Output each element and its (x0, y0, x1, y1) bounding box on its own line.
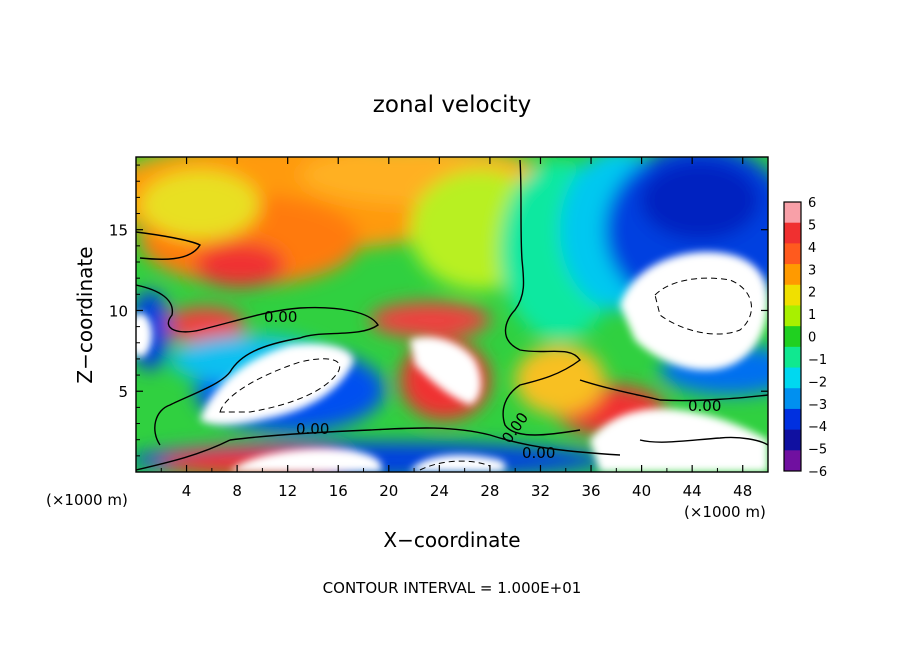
x-tick-label: 20 (379, 482, 398, 500)
x-tick-label: 12 (278, 482, 297, 500)
x-axis-units: (×1000 m) (684, 503, 766, 521)
colorbar-swatch (784, 243, 801, 265)
y-tick-label: 5 (118, 383, 128, 401)
contour-label: 0.00 (264, 308, 297, 326)
x-tick-label: 32 (531, 482, 550, 500)
x-axis: 4 8 12 16 20 24 28 32 36 40 44 48 (160, 157, 752, 500)
colorbar-label: 6 (808, 196, 816, 211)
colorbar-swatch (784, 367, 801, 389)
colorbar-label: −3 (808, 398, 827, 413)
colorbar-swatch (784, 305, 801, 327)
colorbar-label: −5 (808, 443, 827, 458)
colorbar-label: 4 (808, 241, 816, 256)
x-tick-label: 48 (733, 482, 752, 500)
x-tick-label: 8 (232, 482, 242, 500)
colorbar-swatch (784, 450, 801, 472)
colorbar-swatch (784, 346, 801, 369)
x-axis-label: X−coordinate (383, 528, 520, 552)
colorbar-label: −6 (808, 465, 827, 480)
colorbar-label: −4 (808, 420, 827, 435)
heatmap-field (136, 157, 768, 472)
y-axis: 5 10 15 (109, 164, 768, 457)
y-axis-units: (×1000 m) (46, 491, 128, 509)
colorbar-swatch (784, 284, 801, 306)
contour-label: 0.00 (296, 420, 329, 438)
contour-lines-negative (219, 277, 752, 471)
colorbar-label: 3 (808, 263, 816, 278)
contour-label: 0.00 (522, 444, 555, 462)
colorbar-label: 0 (808, 331, 816, 346)
colorbar-label: 1 (808, 308, 816, 323)
x-tick-label: 28 (480, 482, 499, 500)
colorbar-swatch (784, 202, 801, 224)
x-tick-label: 40 (632, 482, 651, 500)
x-tick-label: 36 (581, 482, 600, 500)
x-tick-label: 16 (329, 482, 348, 500)
colorbar-swatch (784, 408, 801, 431)
plot-frame (135, 156, 769, 473)
colorbar-swatch (784, 326, 801, 348)
contour-label: 0.00 (688, 397, 721, 415)
x-tick-label: 24 (430, 482, 449, 500)
colorbar-swatch (784, 429, 801, 451)
y-axis-label: Z−coordinate (73, 246, 97, 383)
contour-interval-note: CONTOUR INTERVAL = 1.000E+01 (323, 579, 582, 597)
colorbar-label: −1 (808, 353, 827, 368)
colorbar-label: 2 (808, 286, 816, 301)
colorbar-swatch (784, 388, 801, 410)
colorbar-label: −2 (808, 375, 827, 390)
colorbar: 6 5 4 3 2 1 0 −1 −2 −3 −4 −5 −6 (783, 196, 827, 480)
x-tick-label: 4 (182, 482, 192, 500)
y-tick-label: 15 (109, 222, 128, 240)
contour-lines (136, 159, 768, 471)
colorbar-label: 5 (808, 218, 816, 233)
x-tick-label: 44 (683, 482, 702, 500)
y-tick-label: 10 (109, 302, 128, 320)
colorbar-frame (783, 201, 802, 472)
chart-title: zonal velocity (373, 92, 531, 118)
colorbar-swatch (784, 264, 801, 286)
colorbar-swatch (784, 222, 801, 244)
